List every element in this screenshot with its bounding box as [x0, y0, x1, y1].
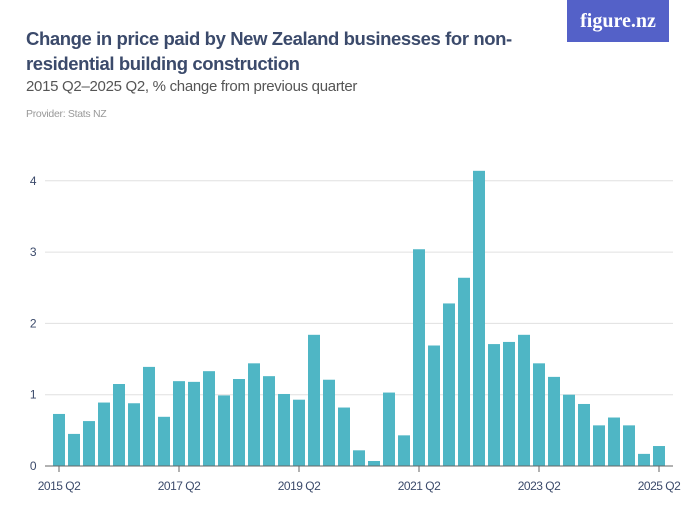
- bar[interactable]: 2019 Q1: 1.01: [278, 393, 290, 466]
- bar[interactable]: 2020 Q4: 1.03: [383, 392, 395, 466]
- bar[interactable]: 2016 Q1: 0.89: [98, 402, 110, 466]
- bar[interactable]: 2021 Q4: 2.28: [443, 303, 455, 466]
- bar[interactable]: 2016 Q2: 1.15: [113, 384, 125, 466]
- bar[interactable]: 2023 Q1: 1.84: [518, 334, 530, 466]
- bar[interactable]: 2017 Q4: 1.33: [203, 371, 215, 466]
- bar[interactable]: 2020 Q3: 0.07: [368, 461, 380, 466]
- chart-title: Change in price paid by New Zealand busi…: [26, 28, 512, 74]
- bar[interactable]: 2021 Q2: 3.04: [413, 249, 425, 466]
- chart-subtitle: 2015 Q2–2025 Q2, % change from previous …: [26, 78, 358, 95]
- bar[interactable]: 2018 Q1: 0.99: [218, 395, 230, 466]
- x-tick-label: 2021 Q2: [398, 479, 441, 493]
- provider-label: Provider: Stats NZ: [26, 108, 107, 120]
- bar[interactable]: 2024 Q4: 0.57: [623, 425, 635, 466]
- x-tick-label: 2017 Q2: [158, 479, 201, 493]
- bar[interactable]: 2018 Q3: 1.44: [248, 363, 260, 466]
- bar[interactable]: 2020 Q1: 0.82: [338, 407, 350, 466]
- bar[interactable]: 2025 Q1: 0.17: [638, 453, 650, 466]
- bar[interactable]: 2023 Q4: 1: [563, 394, 575, 466]
- bar[interactable]: 2024 Q2: 0.57: [593, 425, 605, 466]
- bar[interactable]: 2019 Q2: 0.93: [293, 399, 305, 466]
- bar[interactable]: 2017 Q3: 1.18: [188, 381, 200, 466]
- bar[interactable]: 2015 Q2: 0.73: [53, 413, 65, 466]
- bar[interactable]: 2022 Q4: 1.74: [503, 341, 515, 466]
- bar[interactable]: 2024 Q1: 0.87: [578, 403, 590, 466]
- bar[interactable]: 2024 Q3: 0.68: [608, 417, 620, 466]
- bar[interactable]: 2017 Q2: 1.19: [173, 381, 185, 466]
- y-tick-label: 1: [30, 388, 37, 402]
- y-tick-label: 4: [30, 174, 37, 188]
- bar[interactable]: 2018 Q4: 1.26: [263, 376, 275, 466]
- bar[interactable]: 2023 Q2: 1.44: [533, 363, 545, 466]
- bar[interactable]: 2015 Q3: 0.45: [68, 433, 80, 466]
- bar[interactable]: 2021 Q1: 0.43: [398, 435, 410, 466]
- x-tick-label: 2019 Q2: [278, 479, 321, 493]
- bar[interactable]: 2022 Q1: 2.64: [458, 277, 470, 466]
- y-tick-label: 3: [30, 245, 37, 259]
- bar[interactable]: 2016 Q4: 1.39: [143, 366, 155, 466]
- bar[interactable]: 2018 Q2: 1.22: [233, 379, 245, 466]
- bar[interactable]: 2021 Q3: 1.69: [428, 345, 440, 466]
- y-tick-label: 2: [30, 316, 37, 330]
- bar[interactable]: 2025 Q2: 0.28: [653, 446, 665, 466]
- bar[interactable]: 2019 Q3: 1.84: [308, 334, 320, 466]
- bar[interactable]: 2023 Q3: 1.25: [548, 376, 560, 466]
- bar[interactable]: 2022 Q2: 4.14: [473, 170, 485, 466]
- x-tick-label: 2023 Q2: [518, 479, 561, 493]
- bar[interactable]: 2022 Q3: 1.71: [488, 344, 500, 466]
- x-tick-label: 2025 Q2: [638, 479, 681, 493]
- bar[interactable]: 2019 Q4: 1.21: [323, 379, 335, 466]
- bar[interactable]: 2017 Q1: 0.69: [158, 416, 170, 466]
- figure-nz-logo[interactable]: figure.nz: [567, 0, 669, 42]
- bar[interactable]: 2016 Q3: 0.88: [128, 403, 140, 466]
- bar[interactable]: 2020 Q2: 0.22: [353, 450, 365, 466]
- bar[interactable]: 2015 Q4: 0.63: [83, 421, 95, 466]
- x-tick-label: 2015 Q2: [38, 479, 81, 493]
- y-tick-label: 0: [30, 459, 37, 473]
